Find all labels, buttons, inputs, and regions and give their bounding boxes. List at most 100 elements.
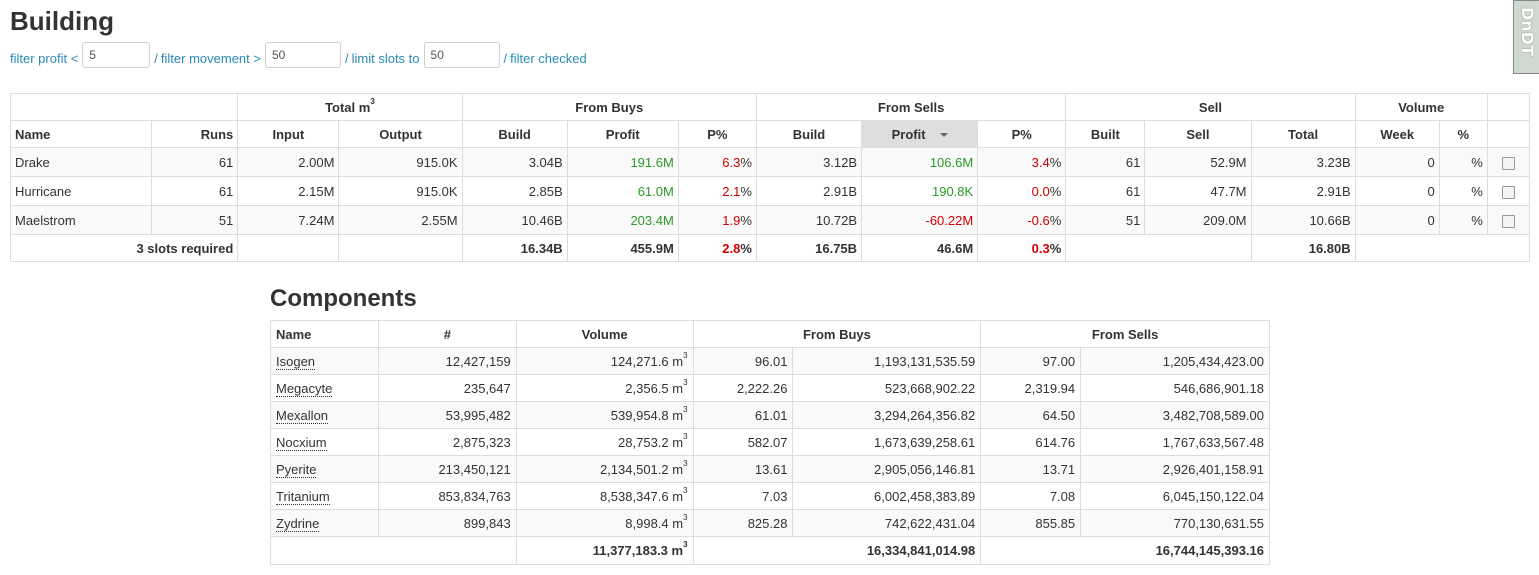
footer-buys-profit: 455.9M: [566, 234, 679, 262]
col-header-buys-pct[interactable]: P%: [677, 120, 757, 148]
comp-name[interactable]: Nocxium: [270, 428, 379, 456]
col-header-buys-profit[interactable]: Profit: [566, 120, 679, 148]
filter-movement-link[interactable]: filter movement >: [160, 50, 261, 66]
limit-slots-link[interactable]: limit slots to: [351, 50, 420, 66]
filter-separator: /: [344, 50, 349, 66]
comp-col-name[interactable]: Name: [270, 320, 379, 348]
comp-buy-price: 96.01: [692, 347, 794, 375]
col-header-buys-build[interactable]: Build: [461, 120, 568, 148]
comp-volume: 2,134,501.2 m3: [515, 455, 694, 483]
col-header-sells-profit[interactable]: Profit: [861, 120, 979, 148]
filter-checked-link[interactable]: filter checked: [510, 50, 587, 66]
comp-sell-total: 1,205,434,423.00: [1080, 347, 1270, 375]
row-runs: 61: [151, 176, 239, 206]
footer-sells-profit: 46.6M: [861, 234, 979, 262]
col-header-sells-build[interactable]: Build: [755, 120, 863, 148]
row-name: Drake: [9, 147, 153, 177]
comp-volume: 8,538,347.6 m3: [515, 482, 694, 510]
comp-sell-price: 13.71: [980, 455, 1082, 483]
building-row: Drake 61 2.00M 915.0K 3.04B 191.6M 6.3% 3.12B 10…: [9, 147, 1531, 177]
corner-widget[interactable]: DnDT: [1513, 0, 1539, 74]
comp-count: 12,427,159: [377, 347, 517, 375]
comp-volume: 2,356.5 m3: [515, 374, 694, 402]
row-checkbox[interactable]: [1501, 185, 1515, 199]
col-header-runs[interactable]: Runs: [151, 120, 239, 148]
row-week: 0: [1354, 176, 1440, 206]
comp-name[interactable]: Tritanium: [270, 482, 379, 510]
row-checkbox[interactable]: [1501, 156, 1515, 170]
comp-col-from-buys[interactable]: From Buys: [692, 320, 982, 348]
row-sell: 209.0M: [1144, 205, 1252, 235]
row-built: 61: [1065, 147, 1146, 177]
row-sells-pct: -0.6%: [977, 205, 1067, 235]
row-buys-profit: 61.0M: [566, 176, 679, 206]
filter-profit-input[interactable]: [82, 42, 151, 68]
footer-empty: [1354, 234, 1531, 262]
col-header-sells-pct[interactable]: P%: [977, 120, 1067, 148]
row-buys-profit: 191.6M: [566, 147, 679, 177]
row-buys-profit: 203.4M: [566, 205, 679, 235]
comp-name[interactable]: Isogen: [270, 347, 379, 375]
row-sells-build: 10.72B: [755, 205, 863, 235]
group-header-total-m3: Total m3: [237, 93, 463, 121]
row-buys-pct: 2.1%: [677, 176, 757, 206]
col-header-name[interactable]: Name: [9, 120, 153, 148]
col-header-sell[interactable]: Sell: [1144, 120, 1252, 148]
components-table: Name # Volume From Buys From Sells Isoge…: [270, 320, 1270, 565]
slots-required: 3 slots required: [9, 234, 239, 262]
comp-count: 235,647: [377, 374, 517, 402]
comp-buy-total: 3,294,264,356.82: [792, 401, 982, 429]
row-checkbox[interactable]: [1501, 214, 1515, 228]
comp-buy-total: 523,668,902.22: [792, 374, 982, 402]
col-header-input[interactable]: Input: [237, 120, 340, 148]
col-header-vol-pct[interactable]: %: [1438, 120, 1488, 148]
component-row: Tritanium 853,834,763 8,538,347.6 m3 7.03 6,…: [270, 482, 1270, 510]
comp-buy-price: 2,222.26: [692, 374, 794, 402]
col-header-total[interactable]: Total: [1250, 120, 1356, 148]
comp-name[interactable]: Megacyte: [270, 374, 379, 402]
component-row: Zydrine 899,843 8,998.4 m3 825.28 742,622,43…: [270, 509, 1270, 537]
filter-profit-link[interactable]: filter profit <: [10, 50, 79, 66]
comp-buy-total: 6,002,458,383.89: [792, 482, 982, 510]
comp-count: 53,995,482: [377, 401, 517, 429]
row-output: 2.55M: [338, 205, 463, 235]
row-sells-pct: 3.4%: [977, 147, 1067, 177]
comp-footer-buy-total: 16,334,841,014.98: [692, 536, 982, 565]
comp-name[interactable]: Mexallon: [270, 401, 379, 429]
comp-volume: 124,271.6 m3: [515, 347, 694, 375]
filter-bar: filter profit < / filter movement > / li…: [10, 42, 587, 73]
comp-col-count[interactable]: #: [377, 320, 517, 348]
comp-sell-total: 6,045,150,122.04: [1080, 482, 1270, 510]
comp-col-volume[interactable]: Volume: [515, 320, 694, 348]
footer-total: 16.80B: [1250, 234, 1356, 262]
comp-count: 899,843: [377, 509, 517, 537]
comp-name[interactable]: Zydrine: [270, 509, 379, 537]
row-output: 915.0K: [338, 147, 463, 177]
filter-movement-input[interactable]: [264, 42, 341, 68]
col-header-output[interactable]: Output: [338, 120, 463, 148]
component-row: Mexallon 53,995,482 539,954.8 m3 61.01 3,294…: [270, 401, 1270, 429]
row-buys-pct: 1.9%: [677, 205, 757, 235]
row-name: Maelstrom: [9, 205, 153, 235]
building-title: Building: [10, 6, 114, 36]
col-header-built[interactable]: Built: [1065, 120, 1146, 148]
row-sells-profit: -60.22M: [861, 205, 979, 235]
row-built: 61: [1065, 176, 1146, 206]
comp-count: 2,875,323: [377, 428, 517, 456]
row-vol-pct: %: [1438, 147, 1488, 177]
comp-col-from-sells[interactable]: From Sells: [980, 320, 1270, 348]
col-header-week[interactable]: Week: [1354, 120, 1440, 148]
comp-name[interactable]: Pyerite: [270, 455, 379, 483]
component-row: Nocxium 2,875,323 28,753.2 m3 582.07 1,673,6…: [270, 428, 1270, 456]
row-check-cell: [1486, 176, 1531, 206]
row-output: 915.0K: [338, 176, 463, 206]
limit-slots-input[interactable]: [423, 42, 500, 68]
row-sells-profit: 106.6M: [861, 147, 979, 177]
comp-sell-total: 3,482,708,589.00: [1080, 401, 1270, 429]
comp-sell-total: 1,767,633,567.48: [1080, 428, 1270, 456]
comp-count: 213,450,121: [377, 455, 517, 483]
comp-buy-price: 582.07: [692, 428, 794, 456]
row-sells-pct: 0.0%: [977, 176, 1067, 206]
comp-sell-price: 2,319.94: [980, 374, 1082, 402]
building-row: Maelstrom 51 7.24M 2.55M 10.46B 203.4M 1.9% 10.…: [9, 205, 1531, 235]
